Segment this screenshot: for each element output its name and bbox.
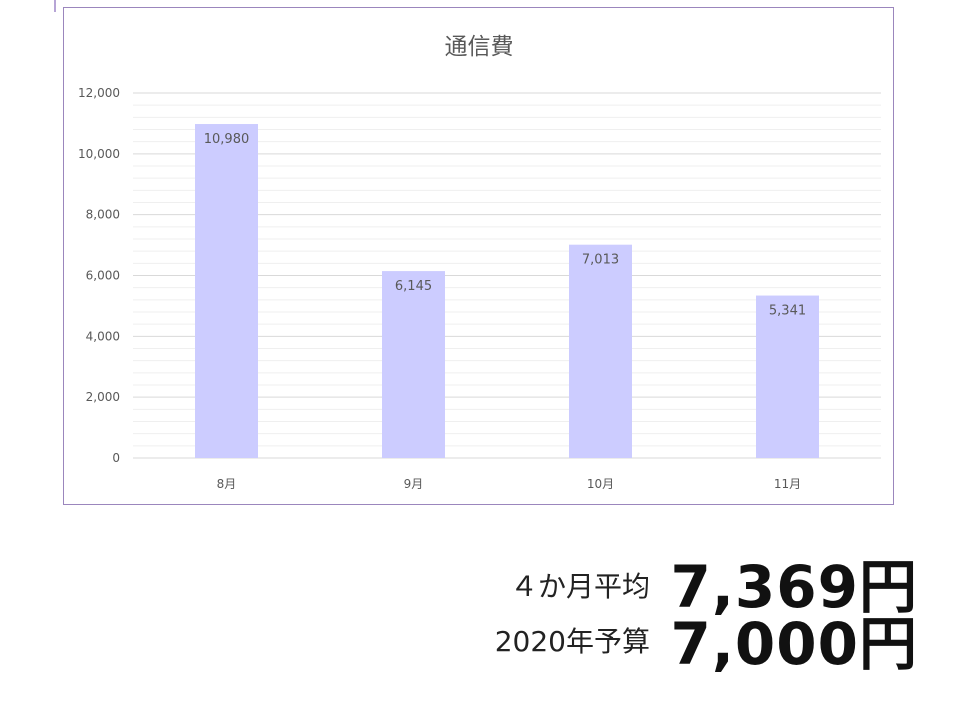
y-tick-label: 4,000: [86, 329, 120, 343]
x-axis-ticks: 8月 9月 10月 11月: [217, 477, 801, 491]
average-label: ４か月平均: [509, 570, 650, 603]
budget-value: 7,000円: [670, 610, 918, 678]
y-tick-label: 8,000: [86, 208, 120, 222]
data-label: 7,013: [582, 253, 619, 268]
average-value: 7,369円: [670, 553, 918, 621]
x-tick-label: 8月: [217, 477, 237, 491]
chart-frame[interactable]: 通信費 0 2,000 4,000 6,000 8,000 10,000 12,000 10…: [63, 7, 894, 505]
bar[interactable]: [569, 244, 632, 458]
data-label: 6,145: [395, 279, 432, 294]
y-axis-ticks: 0 2,000 4,000 6,000 8,000 10,000 12,000: [78, 86, 120, 465]
y-tick-label: 10,000: [78, 147, 120, 161]
y-tick-label: 0: [112, 451, 120, 465]
bars: [195, 124, 819, 459]
chart-title: 通信費: [445, 34, 514, 60]
bar[interactable]: [756, 295, 819, 458]
y-tick-label: 6,000: [86, 269, 120, 283]
data-labels: 10,980 6,145 7,013 5,341: [204, 132, 806, 319]
y-tick-label: 12,000: [78, 86, 120, 100]
slide-corner-mark: [54, 0, 56, 12]
bar[interactable]: [195, 124, 258, 459]
bar-chart: 通信費 0 2,000 4,000 6,000 8,000 10,000 12,000 10…: [78, 34, 881, 491]
data-label: 10,980: [204, 132, 250, 147]
x-tick-label: 10月: [587, 477, 614, 491]
x-tick-label: 11月: [774, 477, 801, 491]
budget-label: 2020年予算: [494, 625, 650, 658]
y-tick-label: 2,000: [86, 390, 120, 404]
x-tick-label: 9月: [404, 477, 424, 491]
data-label: 5,341: [769, 304, 806, 319]
bar[interactable]: [382, 271, 445, 458]
